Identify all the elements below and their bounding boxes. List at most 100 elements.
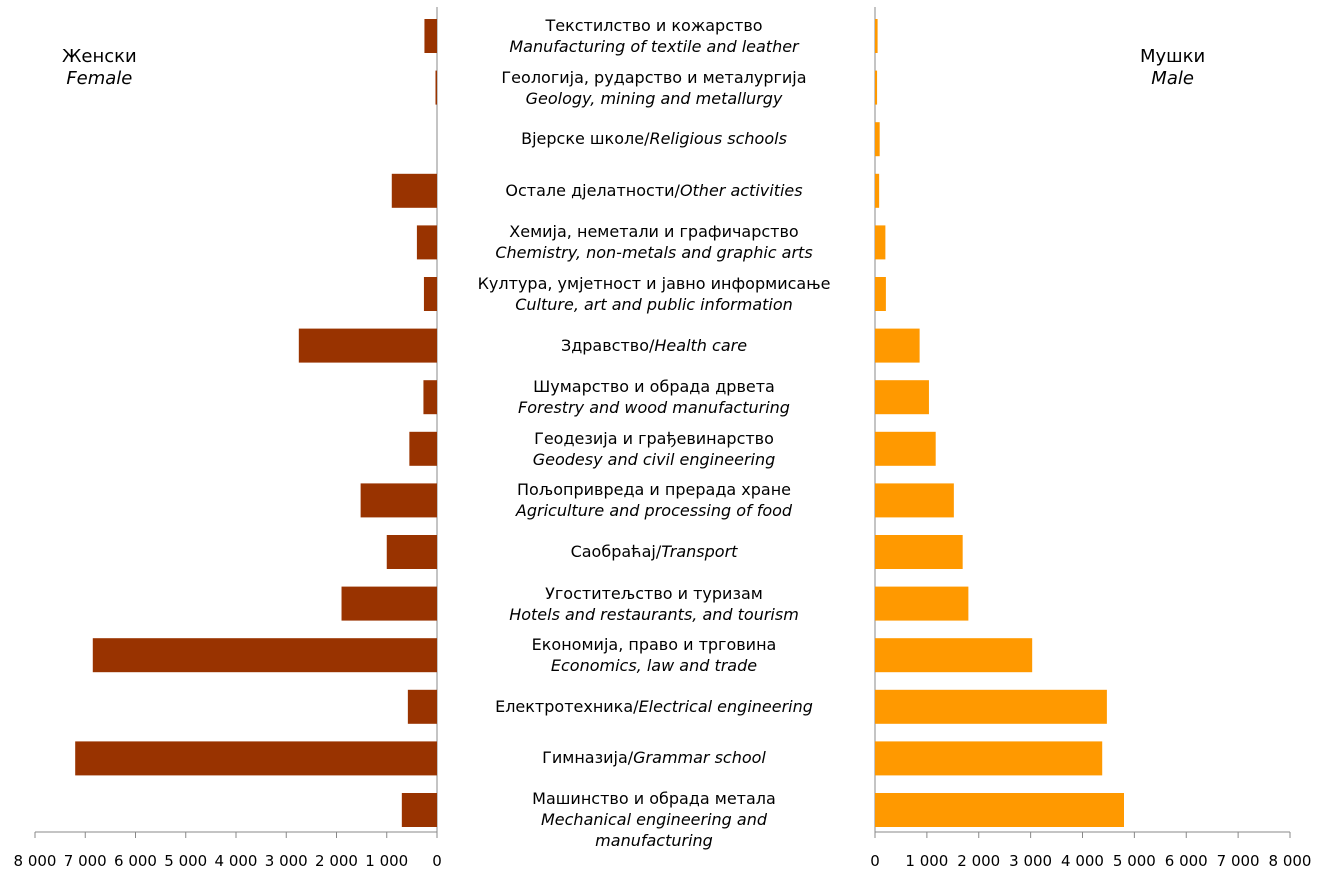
category-label-sr: Шумарство и обрада дрвета	[533, 377, 775, 397]
category-label-en: Geology, mining and metallurgy	[525, 88, 783, 108]
category-label-sr: Остале дјелатности/	[505, 180, 680, 200]
male-bar	[875, 689, 1107, 724]
male-tick-label: 0	[870, 852, 880, 870]
legend-male-en: Male	[1151, 68, 1194, 89]
category-label-en: Transport	[661, 542, 738, 561]
legend-male: Мушки Male	[1140, 46, 1205, 90]
female-tick-label: 8 000	[14, 852, 57, 870]
female-tick-label: 5 000	[164, 852, 207, 870]
category-label-en: Hotels and restaurants, and tourism	[509, 604, 799, 624]
legend-female: Женски Female	[62, 46, 137, 90]
category-label: Геодезија и грађевинарство Geodesy and ci…	[444, 428, 864, 470]
male-tick-label: 4 000	[1061, 852, 1104, 870]
female-bar	[407, 689, 437, 724]
female-tick-label: 4 000	[215, 852, 258, 870]
legend-female-sr: Женски	[62, 46, 137, 67]
female-tick-label: 3 000	[265, 852, 308, 870]
category-label-en: Mechanical engineering and manufacturing	[540, 810, 768, 850]
category-label-sr: Здравство/	[560, 335, 655, 355]
male-bar	[875, 328, 920, 363]
category-label: Саобраћај/Transport	[444, 541, 864, 562]
female-bar	[423, 277, 437, 311]
male-bar	[875, 431, 936, 466]
category-label-en: Geodesy and civil engineering	[532, 449, 776, 469]
category-label: Геологија, рударство и металургија Geolog…	[444, 67, 864, 109]
female-tick-label: 2 000	[315, 852, 358, 870]
female-tick-label: 7 000	[64, 852, 107, 870]
category-label: Шумарство и обрада дрвета Forestry and wo…	[444, 376, 864, 418]
category-label-en: Agriculture and processing of food	[515, 501, 793, 521]
category-label: Текстилство и кожарство Manufacturing of …	[444, 15, 864, 57]
category-label-en: Manufacturing of textile and leather	[509, 37, 799, 56]
category-label: Пољопривреда и прерада хране Agriculture …	[444, 479, 864, 521]
female-bar	[423, 380, 437, 415]
category-label-sr: Вјерске школе/	[521, 129, 650, 149]
category-label: Угоститељство и туризам Hotels and restau…	[444, 583, 864, 625]
male-tick-label: 2 000	[957, 852, 1000, 870]
category-label: Економија, право и трговина Economics, la…	[444, 634, 864, 676]
legend-male-sr: Мушки	[1140, 46, 1206, 67]
category-label-sr: Пољопривреда и прерада хране	[516, 480, 792, 500]
male-bar	[875, 122, 880, 157]
male-bar	[875, 225, 886, 260]
category-label-en: Chemistry, non-metals and graphic arts	[495, 243, 813, 263]
category-label-sr: Угоститељство и туризам	[545, 583, 763, 603]
male-bar	[875, 586, 969, 621]
female-bar	[409, 431, 437, 466]
category-label: Остале дјелатности/Other activities	[444, 180, 864, 201]
category-label-sr: Машинство и обрада метала	[532, 789, 776, 808]
male-bar	[875, 741, 1103, 776]
category-label: Гимназија/Grammar school	[444, 747, 864, 768]
category-label-sr: Текстилство и кожарство	[545, 16, 763, 35]
category-label-sr: Култура, умјетност и јавно информисање	[477, 274, 831, 293]
category-label-en: Electrical engineering	[638, 696, 813, 716]
category-label: Здравство/Health care	[444, 335, 864, 356]
male-tick-label: 1 000	[905, 852, 948, 870]
male-bar	[875, 380, 929, 415]
female-bar	[360, 483, 437, 518]
category-label-en: Economics, law and trade	[550, 656, 758, 676]
male-bar	[875, 535, 963, 569]
female-tick-label: 6 000	[114, 852, 157, 870]
male-tick-label: 6 000	[1165, 852, 1208, 870]
female-bar	[416, 225, 437, 260]
legend-female-en: Female	[66, 68, 133, 89]
category-label: Култура, умјетност и јавно информисање Cu…	[444, 273, 864, 315]
male-tick-label: 8 000	[1269, 852, 1312, 870]
category-label-en: Grammar school	[633, 748, 766, 768]
male-bar	[875, 19, 878, 53]
male-bar	[875, 277, 886, 311]
male-bar	[875, 793, 1124, 827]
category-label-sr: Геологија, рударство и металургија	[501, 67, 807, 87]
male-bar	[875, 70, 878, 105]
female-bar	[435, 70, 437, 105]
female-bar	[298, 328, 437, 363]
category-label-sr: Саобраћај/	[570, 542, 662, 561]
category-label-en: Culture, art and public information	[515, 295, 793, 314]
category-label-en: Religious schools	[649, 129, 787, 149]
category-label-sr: Економија, право и трговина	[531, 635, 777, 655]
male-bar	[875, 483, 954, 518]
female-bar	[391, 173, 437, 208]
male-bar	[875, 173, 880, 208]
category-label: Електротехника/Electrical engineering	[444, 696, 864, 717]
female-tick-label: 0	[432, 852, 442, 870]
male-bar	[875, 638, 1033, 673]
female-bar	[386, 535, 437, 569]
female-bar	[424, 19, 437, 53]
category-label: Машинство и обрада метала Mechanical engi…	[444, 788, 864, 851]
male-tick-label: 3 000	[1009, 852, 1052, 870]
male-tick-label: 5 000	[1113, 852, 1156, 870]
female-bar	[92, 638, 437, 673]
female-bar	[401, 793, 437, 827]
category-label-sr: Геодезија и грађевинарство	[534, 428, 774, 448]
male-tick-label: 7 000	[1217, 852, 1260, 870]
female-bar	[75, 741, 437, 776]
category-label-en: Health care	[654, 335, 748, 355]
category-label-sr: Хемија, неметали и графичарство	[509, 222, 799, 242]
category-label-sr: Гимназија/	[542, 748, 634, 768]
category-label-en: Other activities	[679, 180, 803, 200]
female-bar	[341, 586, 437, 621]
category-label-sr: Електротехника/	[495, 696, 639, 716]
